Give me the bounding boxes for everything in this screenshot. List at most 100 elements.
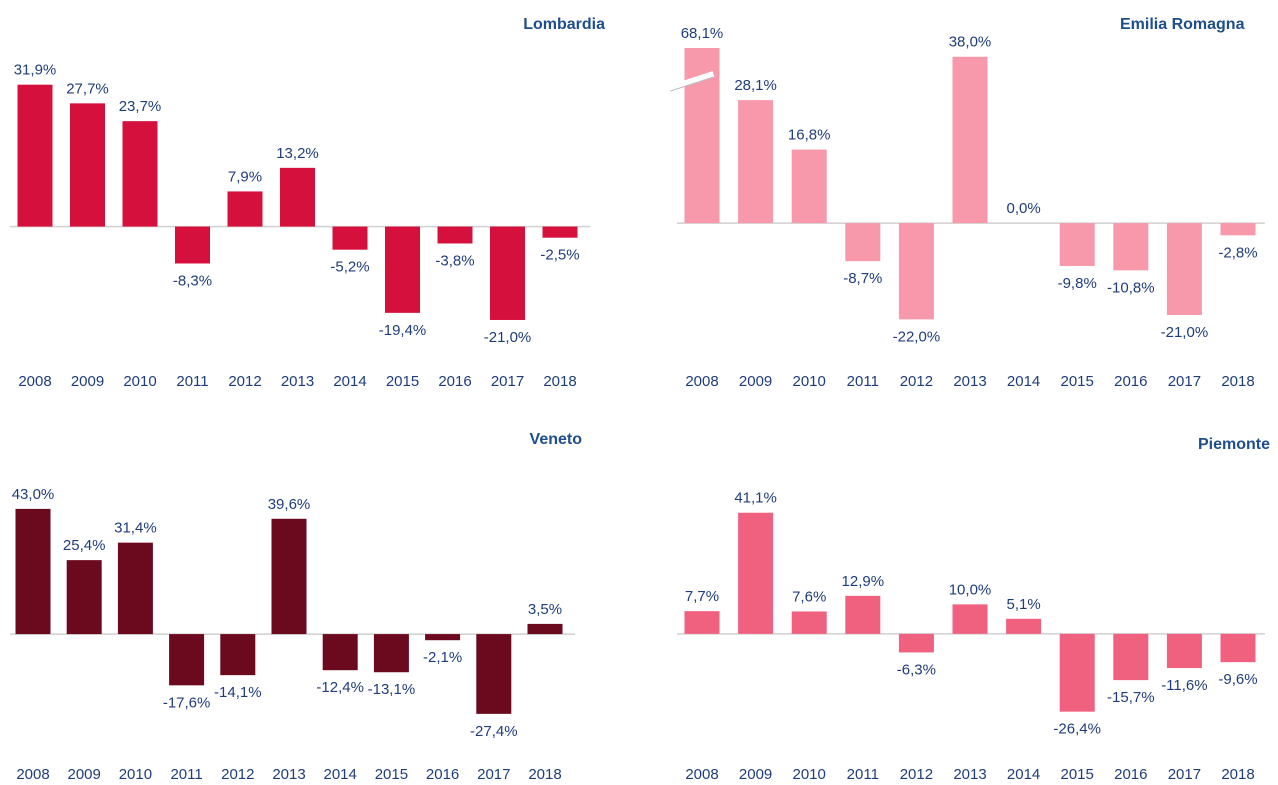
bar	[952, 56, 988, 224]
value-label: 12,9%	[842, 573, 885, 590]
value-label: 43,0%	[12, 486, 55, 503]
value-label: 7,7%	[685, 588, 719, 605]
bar	[791, 611, 827, 634]
value-label: 27,7%	[66, 80, 109, 97]
value-label: -2,1%	[423, 649, 462, 666]
bar	[476, 634, 512, 714]
x-tick-label: 2018	[528, 766, 561, 783]
value-label: -27,4%	[470, 723, 518, 740]
bar	[425, 634, 461, 641]
x-tick-label: 2012	[221, 766, 254, 783]
x-tick-label: 2017	[1168, 766, 1201, 783]
x-tick-label: 2016	[1114, 766, 1147, 783]
x-tick-label: 2015	[1061, 766, 1094, 783]
value-label: -19,4%	[379, 322, 427, 339]
chart-title: Emilia Romagna	[1120, 16, 1245, 33]
x-tick-label: 2014	[333, 373, 366, 390]
x-tick-label: 2013	[281, 373, 314, 390]
x-tick-label: 2017	[491, 373, 524, 390]
value-label: 68,1%	[681, 25, 724, 42]
bar	[122, 121, 158, 227]
axis-break	[669, 71, 715, 91]
chart-title: Piemonte	[1198, 436, 1270, 453]
value-label: 10,0%	[949, 581, 992, 598]
x-tick-label: 2012	[900, 373, 933, 390]
value-label: -2,8%	[1218, 244, 1257, 261]
bar	[17, 84, 53, 227]
value-label: 41,1%	[734, 490, 777, 507]
x-tick-label: 2011	[847, 766, 879, 783]
x-tick-label: 2010	[123, 373, 156, 390]
axis-break-edge	[670, 76, 714, 92]
bar	[791, 149, 827, 224]
bar	[1006, 618, 1042, 634]
bar	[738, 512, 774, 634]
x-tick-label: 2013	[953, 373, 986, 390]
bar	[66, 560, 102, 635]
value-label: -21,0%	[1161, 324, 1209, 341]
bar	[117, 542, 153, 635]
bar	[322, 634, 358, 671]
bar	[845, 223, 881, 262]
bar	[373, 634, 409, 673]
value-label: -9,8%	[1058, 275, 1097, 292]
bar	[70, 103, 105, 227]
bar	[1059, 223, 1095, 266]
value-label: 39,6%	[268, 496, 311, 513]
x-tick-label: 2016	[1114, 373, 1147, 390]
value-label: -5,2%	[330, 259, 369, 276]
value-label: -2,5%	[540, 247, 579, 264]
value-label: -8,3%	[173, 272, 212, 289]
x-tick-label: 2012	[900, 766, 933, 783]
bar	[898, 223, 934, 320]
value-label: -17,6%	[163, 694, 211, 711]
value-label: -14,1%	[214, 684, 262, 701]
x-tick-label: 2014	[324, 766, 357, 783]
bar	[385, 226, 420, 313]
x-tick-label: 2016	[438, 373, 471, 390]
bar	[175, 226, 210, 264]
bar	[952, 604, 988, 634]
value-label: 31,9%	[14, 62, 57, 79]
x-tick-label: 2009	[68, 766, 101, 783]
bar	[220, 634, 256, 676]
bar	[738, 100, 774, 224]
x-tick-label: 2008	[16, 766, 49, 783]
x-tick-label: 2017	[477, 766, 510, 783]
bar	[227, 191, 263, 227]
value-label: -13,1%	[368, 681, 416, 698]
x-tick-label: 2013	[272, 766, 305, 783]
value-label: 23,7%	[119, 98, 162, 115]
value-label: 16,8%	[788, 127, 831, 144]
value-label: -12,4%	[316, 679, 364, 696]
chart-title: Veneto	[530, 431, 583, 448]
x-tick-label: 2011	[847, 373, 879, 390]
value-label: -10,8%	[1107, 279, 1155, 296]
value-label: -22,0%	[893, 328, 941, 345]
x-tick-label: 2008	[685, 373, 718, 390]
bar	[332, 226, 368, 250]
value-label: 13,2%	[276, 145, 319, 162]
bar	[280, 167, 315, 227]
value-label: 28,1%	[734, 77, 777, 94]
x-tick-label: 2014	[1007, 373, 1040, 390]
x-tick-label: 2010	[793, 373, 826, 390]
value-label: 31,4%	[114, 520, 157, 537]
chart-title: Lombardia	[523, 16, 605, 33]
bar	[437, 226, 473, 244]
bar	[1113, 633, 1149, 681]
value-label: 5,1%	[1006, 596, 1040, 613]
bar	[271, 518, 307, 635]
bar	[1220, 223, 1256, 236]
x-tick-label: 2014	[1007, 766, 1040, 783]
x-tick-label: 2015	[375, 766, 408, 783]
bar	[15, 508, 51, 635]
x-tick-label: 2015	[386, 373, 419, 390]
bar	[169, 634, 205, 686]
x-tick-label: 2012	[228, 373, 261, 390]
bar	[1220, 633, 1256, 663]
value-label: 7,9%	[228, 168, 262, 185]
x-tick-label: 2011	[170, 766, 202, 783]
value-label: 38,0%	[949, 34, 992, 51]
x-tick-label: 2018	[1221, 373, 1254, 390]
